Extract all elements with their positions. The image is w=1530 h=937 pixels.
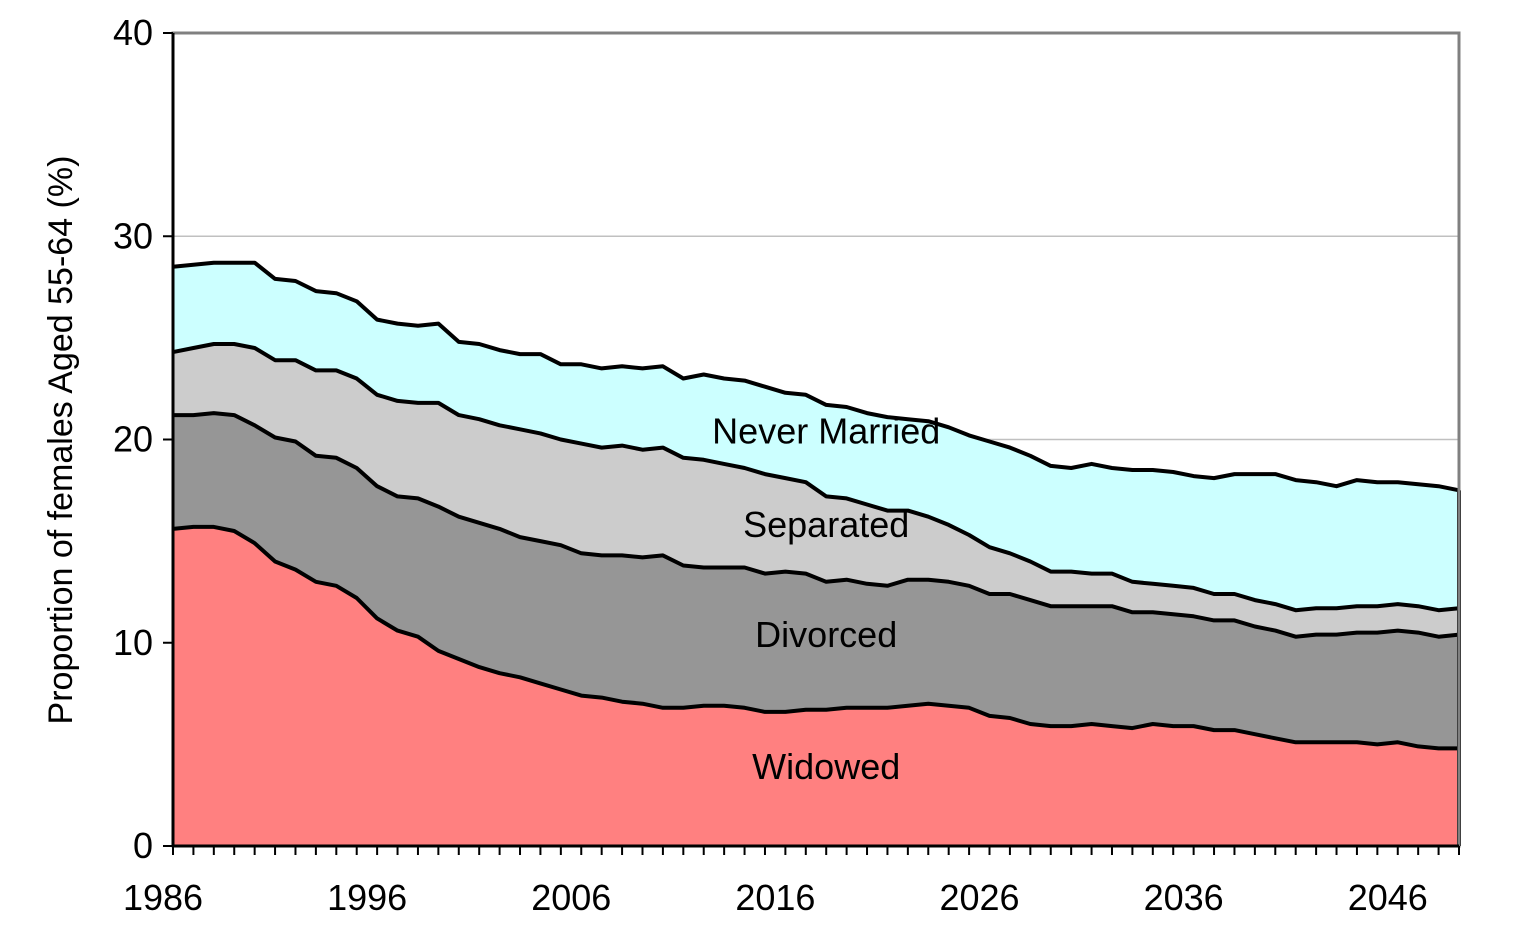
y-axis-title: Proportion of females Aged 55-64 (%) [42, 156, 80, 725]
y-tick-label: 40 [113, 12, 153, 53]
y-tick-label: 30 [113, 215, 153, 256]
x-tick-label: 2006 [531, 877, 611, 918]
x-tick-label: 1986 [123, 877, 203, 918]
area-label-never-married: Never Married [712, 411, 940, 452]
area-label-separated: Separated [743, 504, 909, 545]
series-areas [172, 260, 1461, 846]
axes: 0 10 20 30 40 1986 1996 2006 2016 2026 2036 2046 [113, 12, 1460, 918]
series-line-widowed [172, 524, 1459, 751]
y-tick-label: 0 [133, 825, 153, 866]
x-tick-label: 2016 [735, 877, 815, 918]
series-line-divorced [173, 411, 1460, 639]
area-widowed [173, 526, 1459, 846]
area-label-divorced: Divorced [755, 614, 897, 655]
area-divorced [173, 413, 1459, 749]
series-line-separated [172, 342, 1460, 613]
area-label-widowed: Widowed [752, 746, 900, 787]
x-tick-label: 2046 [1348, 877, 1428, 918]
area-labels: Widowed Divorced Separated Never Married [712, 411, 940, 787]
y-tick-label: 20 [113, 419, 153, 460]
x-tick-label: 2026 [939, 877, 1019, 918]
series-line-never-married [172, 260, 1460, 493]
x-tick-label: 2036 [1144, 877, 1224, 918]
y-tick-label: 10 [113, 622, 153, 663]
x-tick-label: 1996 [327, 877, 407, 918]
